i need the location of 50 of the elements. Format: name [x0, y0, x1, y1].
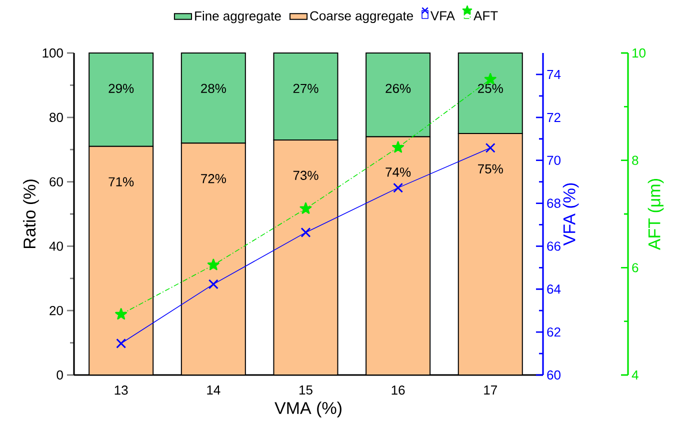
- y2-tick-label: 68: [547, 198, 560, 208]
- point: [116, 338, 126, 348]
- x-tick-label: 16: [392, 386, 405, 395]
- x-tick-label: 15: [299, 386, 312, 395]
- y2-tick-label: 72: [547, 112, 560, 122]
- x-axis-title: VMA (%): [274, 402, 342, 418]
- y2-axis-title: VFA (%): [562, 183, 579, 246]
- y3-tick-label: 8: [632, 156, 638, 165]
- data-label: 26%: [386, 84, 411, 94]
- y2-tick-label: 64: [547, 284, 561, 294]
- data-label: 74%: [386, 168, 411, 177]
- legend-label: Coarse aggregate: [310, 11, 414, 24]
- y2-tick-label: 62: [547, 327, 560, 337]
- x-tick-label: 14: [207, 386, 220, 394]
- data-label: 27%: [293, 84, 318, 93]
- point: [393, 182, 404, 193]
- y2-tick-label: 70: [547, 156, 560, 165]
- y-tick-label: 0: [56, 370, 63, 380]
- point: [207, 258, 220, 270]
- legend-label: AFT: [474, 11, 498, 20]
- data-label: 73%: [293, 170, 318, 180]
- y-tick-label: 60: [50, 177, 63, 186]
- data-label: 71%: [108, 177, 134, 186]
- y2-tick-label: 74: [547, 70, 561, 79]
- y3-tick-label: 6: [632, 263, 638, 272]
- point: [392, 141, 404, 153]
- point: [300, 202, 312, 214]
- data-label: 29%: [108, 84, 134, 94]
- y3-axis-title: AFT (μm): [648, 179, 664, 250]
- y-tick-label: 100: [42, 48, 63, 58]
- legend-label: VFA: [430, 11, 455, 20]
- y3-tick-label: 4: [632, 370, 638, 380]
- y-tick-label: 80: [50, 112, 63, 122]
- data-label: 72%: [201, 174, 226, 184]
- data-label: 28%: [201, 84, 226, 94]
- point: [300, 227, 311, 238]
- y2-tick-label: 66: [547, 242, 560, 251]
- x-tick-label: 17: [484, 386, 497, 394]
- y-tick-label: 20: [50, 306, 63, 316]
- point: [208, 279, 218, 290]
- data-label: 25%: [478, 84, 503, 94]
- y3-tick-label: 10: [632, 48, 646, 58]
- point: [485, 142, 496, 153]
- point: [115, 308, 128, 320]
- y2-tick-label: 60: [547, 370, 560, 380]
- legend-label: Fine aggregate: [195, 11, 281, 24]
- y-tick-label: 40: [49, 242, 63, 251]
- data-label: 75%: [478, 164, 503, 174]
- x-tick-label: 13: [114, 386, 128, 395]
- y-axis-title: Ratio (%): [23, 180, 39, 248]
